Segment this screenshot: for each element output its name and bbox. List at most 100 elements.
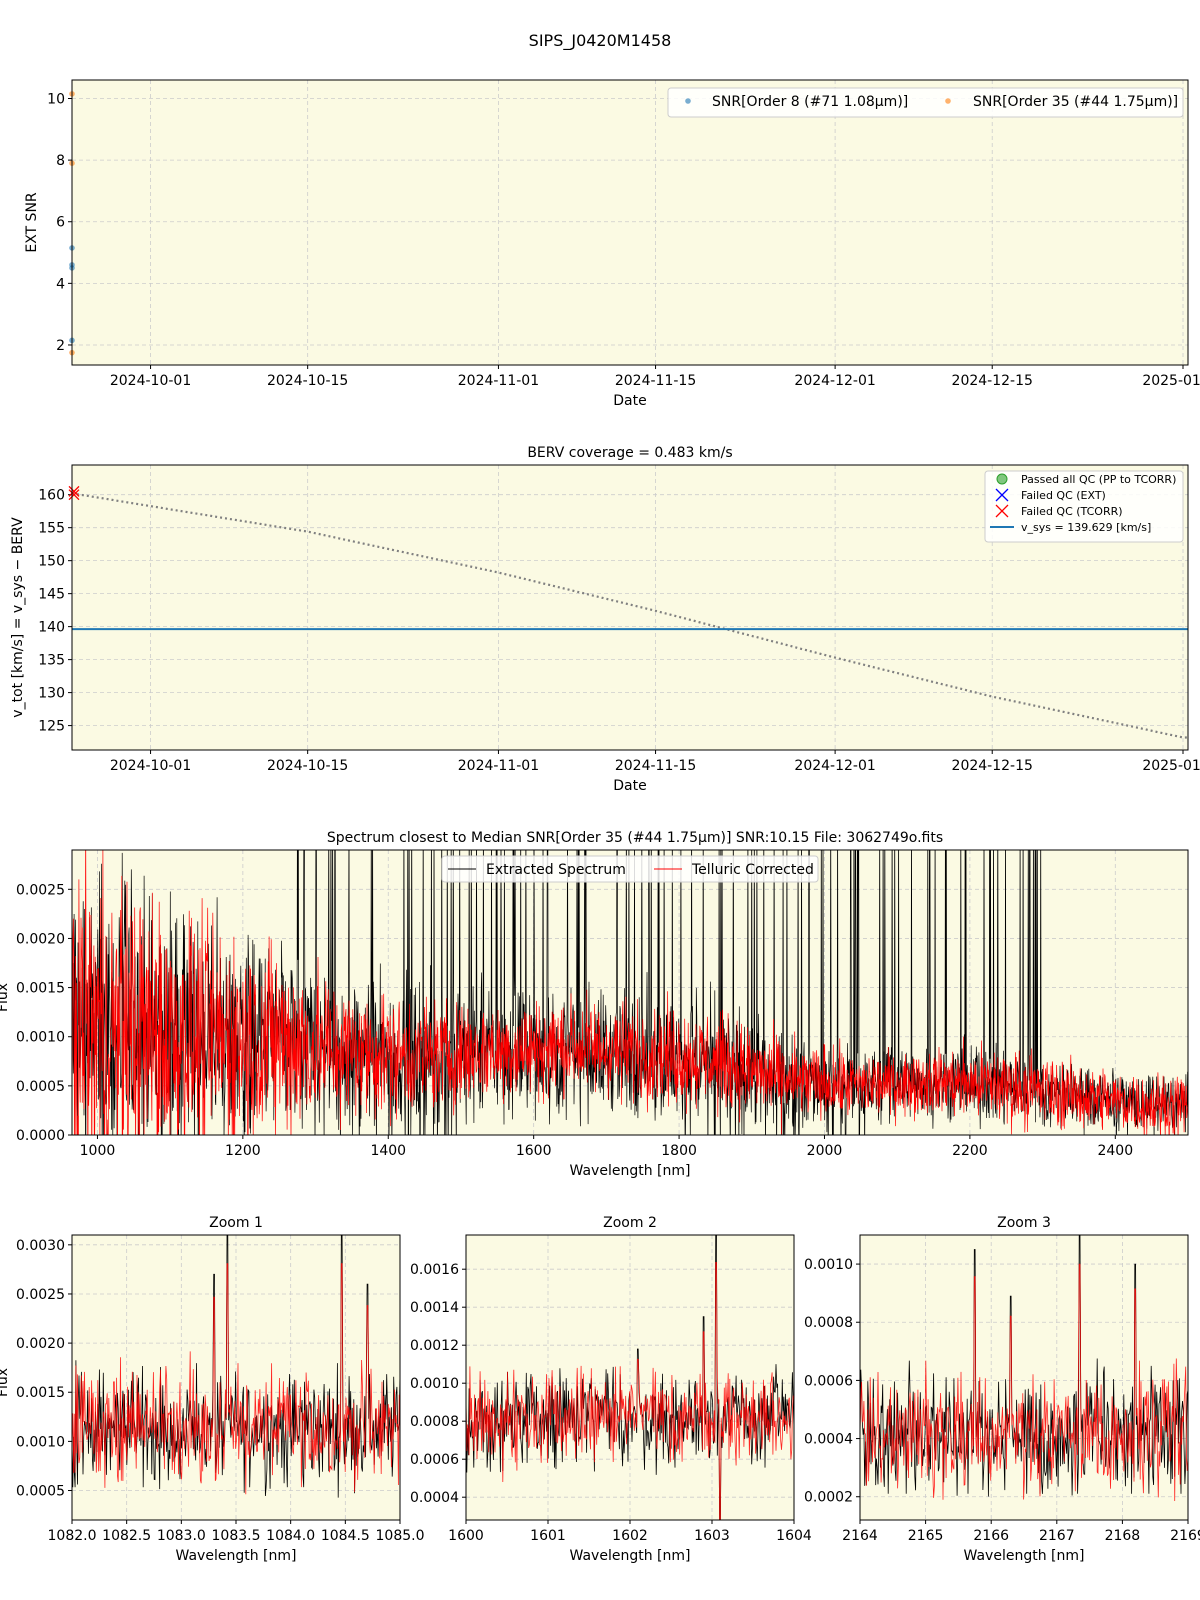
x-tick-label: 1601 (530, 1528, 566, 1544)
zoom3-chart-lines (860, 1235, 1188, 1502)
snr-chart-plot-area (72, 80, 1188, 365)
berv-legend: Passed all QC (PP to TCORR) Failed QC (EX… (984, 470, 1184, 543)
x-tick-label: 2169 (1170, 1528, 1200, 1544)
y-tick-label: 0.0015 (16, 1385, 65, 1401)
zoom2-chart-lines (466, 1235, 794, 1520)
y-tick-label: 0.0020 (16, 931, 65, 947)
zoom2-chart-title: Zoom 2 (603, 1215, 657, 1231)
y-tick-label: 0.0025 (16, 1287, 65, 1303)
figure-title: SIPS_J0420M1458 (529, 31, 672, 51)
zoom3-chart-title: Zoom 3 (997, 1215, 1051, 1231)
x-tick-label: 2024-10-15 (267, 758, 348, 774)
x-tick-label: 1082.0 (48, 1528, 97, 1544)
y-tick-label: 0.0015 (16, 981, 65, 997)
zoom3-chart-axes: 2164 2165 2166 2167 2168 2169 0.0002 0.0004 0.00… (804, 1234, 1200, 1544)
x-tick-label: 2024-10-01 (110, 373, 191, 389)
x-tick-label: 1400 (370, 1143, 406, 1159)
y-tick-label: 0.0010 (804, 1257, 853, 1273)
zoom1-chart-frame (71, 1234, 401, 1521)
y-tick-label: 4 (56, 276, 65, 292)
spectrum-legend-box (441, 855, 819, 883)
legend-marker-failed-tcorr (995, 504, 1009, 518)
zoom3-chart-frame (859, 1234, 1189, 1521)
y-tick-label: 160 (38, 488, 65, 504)
x-tick-label: 2167 (1039, 1528, 1075, 1544)
zoom1-chart-axes: 1082.0 1082.5 1083.0 1083.5 1084.0 1084.5 1085… (16, 1234, 425, 1544)
x-tick-label: 1083.5 (212, 1528, 261, 1544)
snr-x-axis-label: Date (613, 393, 646, 409)
snr-y-axis-label: EXT SNR (24, 192, 40, 253)
berv-legend-label: v_sys = 139.629 [km/s] (1021, 521, 1151, 534)
x-tick-label: 2024-12-15 (952, 758, 1033, 774)
y-tick-label: 0.0025 (16, 882, 65, 898)
x-tick-label: 2024-11-01 (458, 758, 539, 774)
x-tick-label: 2166 (973, 1528, 1009, 1544)
x-tick-label: 1602 (612, 1528, 648, 1544)
telluric-corrected-line (72, 850, 1188, 1135)
y-tick-label: 140 (38, 620, 65, 636)
zoom2-chart-x-axis-label: Wavelength [nm] (570, 1548, 691, 1564)
x-tick-label: 2164 (842, 1528, 878, 1544)
y-tick-label: 135 (38, 653, 65, 669)
x-tick-label: 2024-10-15 (267, 373, 348, 389)
y-tick-label: 0.0008 (410, 1414, 459, 1430)
zoom2-chart-frame (465, 1234, 795, 1521)
legend-marker-passed (996, 473, 1008, 485)
legend-label-telluric: Telluric Corrected (691, 862, 814, 878)
y-tick-label: 0.0004 (804, 1432, 853, 1448)
spectrum-x-axis-label: Wavelength [nm] (570, 1163, 691, 1179)
x-tick-label: 1082.5 (102, 1528, 151, 1544)
x-tick-label: 1000 (80, 1143, 116, 1159)
y-tick-label: 0.0020 (16, 1336, 65, 1352)
berv-chart-frame (71, 464, 1189, 751)
y-tick-label: 0.0005 (16, 1484, 65, 1500)
x-tick-label: 1085.0 (376, 1528, 425, 1544)
berv-legend-box (984, 470, 1184, 543)
y-tick-label: 130 (38, 686, 65, 702)
y-tick-label: 0.0000 (16, 1128, 65, 1144)
zoom1-chart-x-axis-label: Wavelength [nm] (176, 1548, 297, 1564)
spectrum-legend: Extracted Spectrum Telluric Corrected (441, 855, 819, 883)
y-tick-label: 0.0014 (410, 1300, 459, 1316)
zoom1-chart-y-axis-label: Flux (0, 1368, 11, 1397)
x-tick-label: 2024-11-15 (615, 373, 696, 389)
legend-label-order8: SNR[Order 8 (#71 1.08μm)] (712, 94, 908, 110)
y-tick-label: 0.0010 (16, 1434, 65, 1450)
berv-legend-label: Failed QC (EXT) (1021, 489, 1106, 502)
x-tick-label: 2024-11-15 (615, 758, 696, 774)
snr-chart-frame (71, 79, 1189, 366)
legend-marker-failed-ext (995, 488, 1009, 502)
x-tick-label: 2024-12-01 (794, 758, 875, 774)
zoom2-chart-axes: 1600 1601 1602 1603 1604 0.0004 0.0006 0.0008 0.… (410, 1234, 812, 1544)
x-tick-label: 2024-12-01 (794, 373, 875, 389)
spectrum-chart-axes: 1000 1200 1400 1600 1800 2000 2200 2400 0.0000 0.… (16, 849, 1189, 1159)
x-tick-label: 2025-01-01 (1142, 758, 1200, 774)
x-tick-label: 2025-01-01 (1142, 373, 1200, 389)
x-tick-label: 1604 (776, 1528, 812, 1544)
zoom-telluric-line (72, 1263, 400, 1495)
y-tick-label: 8 (56, 153, 65, 169)
snr-chart-axes: 2024-10-01 2024-10-15 2024-11-01 2024-11-15… (47, 79, 1200, 389)
y-tick-label: 150 (38, 554, 65, 570)
berv-legend-label: Passed all QC (PP to TCORR) (1021, 473, 1176, 486)
y-tick-label: 2 (56, 338, 65, 354)
y-tick-label: 145 (38, 587, 65, 603)
y-tick-label: 0.0006 (804, 1373, 853, 1389)
legend-label-extracted: Extracted Spectrum (486, 862, 626, 878)
berv-title: BERV coverage = 0.483 km/s (527, 445, 732, 461)
y-tick-label: 125 (38, 719, 65, 735)
berv-x-axis-label: Date (613, 778, 646, 794)
x-tick-label: 1083.0 (157, 1528, 206, 1544)
zoom3-chart-x-axis-label: Wavelength [nm] (964, 1548, 1085, 1564)
y-tick-label: 6 (56, 215, 65, 231)
y-tick-label: 155 (38, 521, 65, 537)
y-tick-label: 10 (47, 91, 65, 107)
snr-legend: SNR[Order 8 (#71 1.08μm)] SNR[Order 35 (#… (667, 87, 1184, 118)
x-tick-label: 2024-11-01 (458, 373, 539, 389)
berv-y-axis-label: v_tot [km/s] = v_sys − BERV (10, 517, 26, 718)
x-tick-label: 1600 (448, 1528, 484, 1544)
zoom1-chart-title: Zoom 1 (209, 1215, 263, 1231)
spectrum-chart-frame (71, 849, 1189, 1136)
x-tick-label: 2024-12-15 (952, 373, 1033, 389)
zoom-telluric-line (860, 1263, 1188, 1502)
